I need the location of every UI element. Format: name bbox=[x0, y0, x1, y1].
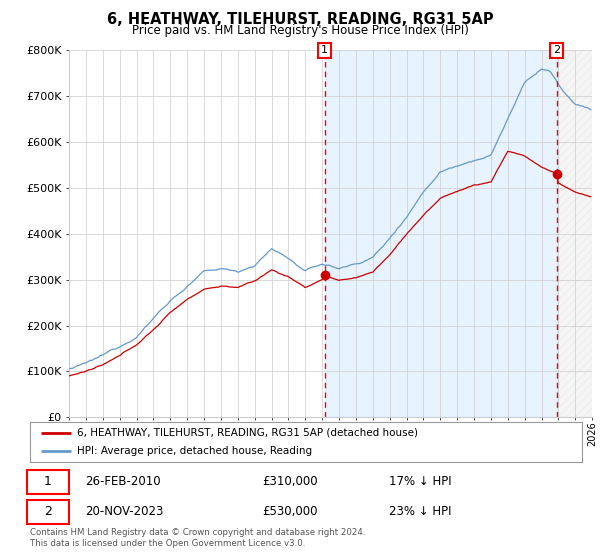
Text: 17% ↓ HPI: 17% ↓ HPI bbox=[389, 475, 451, 488]
FancyBboxPatch shape bbox=[27, 500, 68, 524]
Text: 1: 1 bbox=[321, 45, 328, 55]
Text: £530,000: £530,000 bbox=[262, 505, 317, 519]
FancyBboxPatch shape bbox=[27, 470, 68, 493]
Text: 20-NOV-2023: 20-NOV-2023 bbox=[85, 505, 164, 519]
Text: 1: 1 bbox=[44, 475, 52, 488]
Text: 26-FEB-2010: 26-FEB-2010 bbox=[85, 475, 161, 488]
Text: 2: 2 bbox=[44, 505, 52, 519]
Bar bbox=[557, 50, 592, 417]
Text: £310,000: £310,000 bbox=[262, 475, 317, 488]
Text: Price paid vs. HM Land Registry's House Price Index (HPI): Price paid vs. HM Land Registry's House … bbox=[131, 24, 469, 36]
Text: HPI: Average price, detached house, Reading: HPI: Average price, detached house, Read… bbox=[77, 446, 312, 456]
Text: Contains HM Land Registry data © Crown copyright and database right 2024.
This d: Contains HM Land Registry data © Crown c… bbox=[30, 528, 365, 548]
Text: 6, HEATHWAY, TILEHURST, READING, RG31 5AP: 6, HEATHWAY, TILEHURST, READING, RG31 5A… bbox=[107, 12, 493, 27]
Text: 23% ↓ HPI: 23% ↓ HPI bbox=[389, 505, 451, 519]
Bar bbox=[325, 50, 557, 417]
Text: 6, HEATHWAY, TILEHURST, READING, RG31 5AP (detached house): 6, HEATHWAY, TILEHURST, READING, RG31 5A… bbox=[77, 428, 418, 437]
Text: 2: 2 bbox=[553, 45, 560, 55]
